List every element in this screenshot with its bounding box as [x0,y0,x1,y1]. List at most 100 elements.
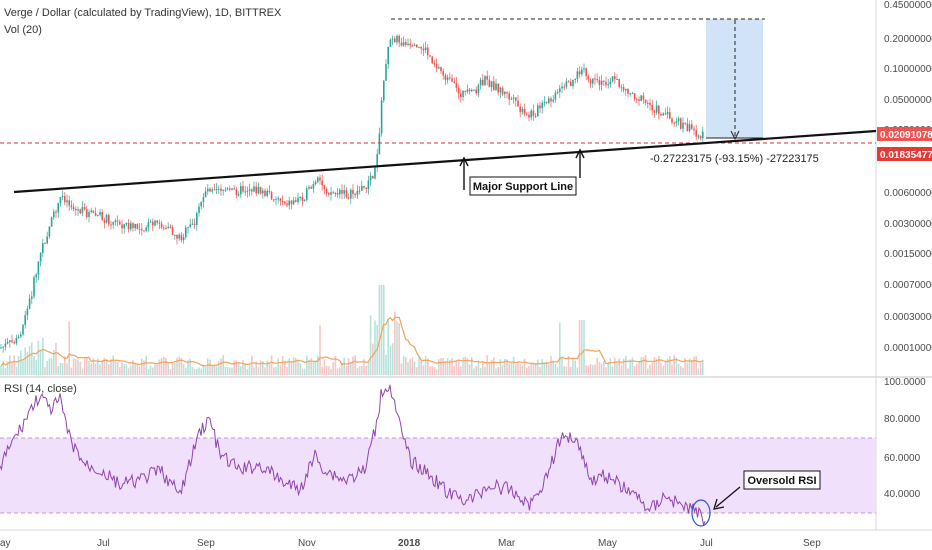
volume-bar [11,363,13,375]
volume-bar [125,364,128,375]
candle-body [400,42,403,46]
candle-body [499,87,502,93]
candle-body [141,228,143,231]
volume-bar [303,368,306,375]
time-tick: Nov [298,538,316,549]
candle-body [204,191,207,198]
volume-bar [341,362,343,375]
support-label-box[interactable] [469,176,577,196]
volume-bar [182,364,185,375]
volume-bar [550,355,552,375]
candle-body [638,99,640,101]
candle-body [504,91,506,95]
volume-bar [565,366,568,375]
candle-body [682,122,684,129]
oversold-label-box[interactable] [743,470,821,490]
rsi-axis[interactable]: 100.0000 80.0000 60.0000 40.0000 [884,377,926,500]
volume-bar [292,357,295,375]
volume-bar [391,343,394,375]
volume-bar [55,342,57,375]
candle-body [231,188,233,190]
candle-body [545,102,548,104]
volume-bar [343,357,345,375]
candlestick-series[interactable] [0,34,704,353]
volume-bar [246,368,249,375]
candle-body [20,334,22,337]
volume-bar [482,361,484,375]
volume-bar [180,357,183,375]
candle-body [167,226,169,229]
volume-bar [620,365,623,375]
candle-body [446,77,449,80]
volume-bar [226,366,229,375]
volume-bar [281,355,284,375]
candle-body [165,227,167,229]
volume-bar [24,347,26,375]
candle-body [589,79,592,84]
candle-body [363,186,365,188]
major-support-trendline[interactable] [13,129,877,194]
candle-body [616,79,618,81]
volume-bar [339,367,341,375]
candle-body [312,184,315,189]
volume-bar [587,365,590,375]
candle-body [387,46,389,65]
candle-body [372,175,374,179]
volume-bar [193,368,196,375]
candle-body [378,133,381,155]
volume-bar [187,360,189,375]
volume-bar [490,359,493,375]
volume-bar [669,356,671,375]
candle-body [669,112,671,119]
candle-body [488,79,491,88]
candle-body [407,43,409,45]
candle-body [350,189,352,199]
candle-body [174,234,176,236]
price-axis[interactable]: 0.45000000 0.20000000 0.10000000 0.05000… [884,0,932,354]
candle-body [334,192,337,194]
candle-body [182,237,185,241]
candle-body [625,88,627,91]
candle-body [651,104,653,111]
volume-bar [242,359,244,375]
rsi-band [0,438,876,513]
candle-body [105,214,108,223]
candle-body [266,190,268,196]
candle-body [211,189,213,192]
rsi-line[interactable] [0,384,706,527]
candle-body [688,124,691,131]
candle-body [680,118,682,129]
candle-body [332,192,334,194]
candle-body [420,46,422,49]
volume-bar [233,360,235,375]
volume-bar [154,364,156,375]
candle-body [455,82,458,88]
candle-body [429,55,431,57]
candle-body [356,190,359,195]
candle-body [691,124,693,129]
time-axis[interactable]: ay Jul Sep Nov 2018 Mar May Jul Sep [0,538,821,549]
volume-bar [484,366,486,375]
volume-bar [385,354,387,375]
volume-bar [209,359,211,375]
candle-body [433,63,436,65]
rsi-tick: 40.0000 [884,489,921,500]
volume-bar [438,359,440,375]
volume-bar [618,358,620,375]
candle-body [468,89,471,92]
candle-body [48,226,51,237]
volume-bar [614,358,616,375]
volume-bar [697,368,700,375]
candle-body [251,189,253,192]
volume-bar [145,355,147,375]
candle-body [587,76,590,80]
candle-body [607,84,609,86]
candle-body [391,38,394,40]
candle-body [640,95,642,101]
candle-body [121,224,123,229]
volume-bar [449,360,451,375]
candle-body [15,338,18,344]
volume-bar [486,355,488,375]
candle-body [61,196,64,198]
